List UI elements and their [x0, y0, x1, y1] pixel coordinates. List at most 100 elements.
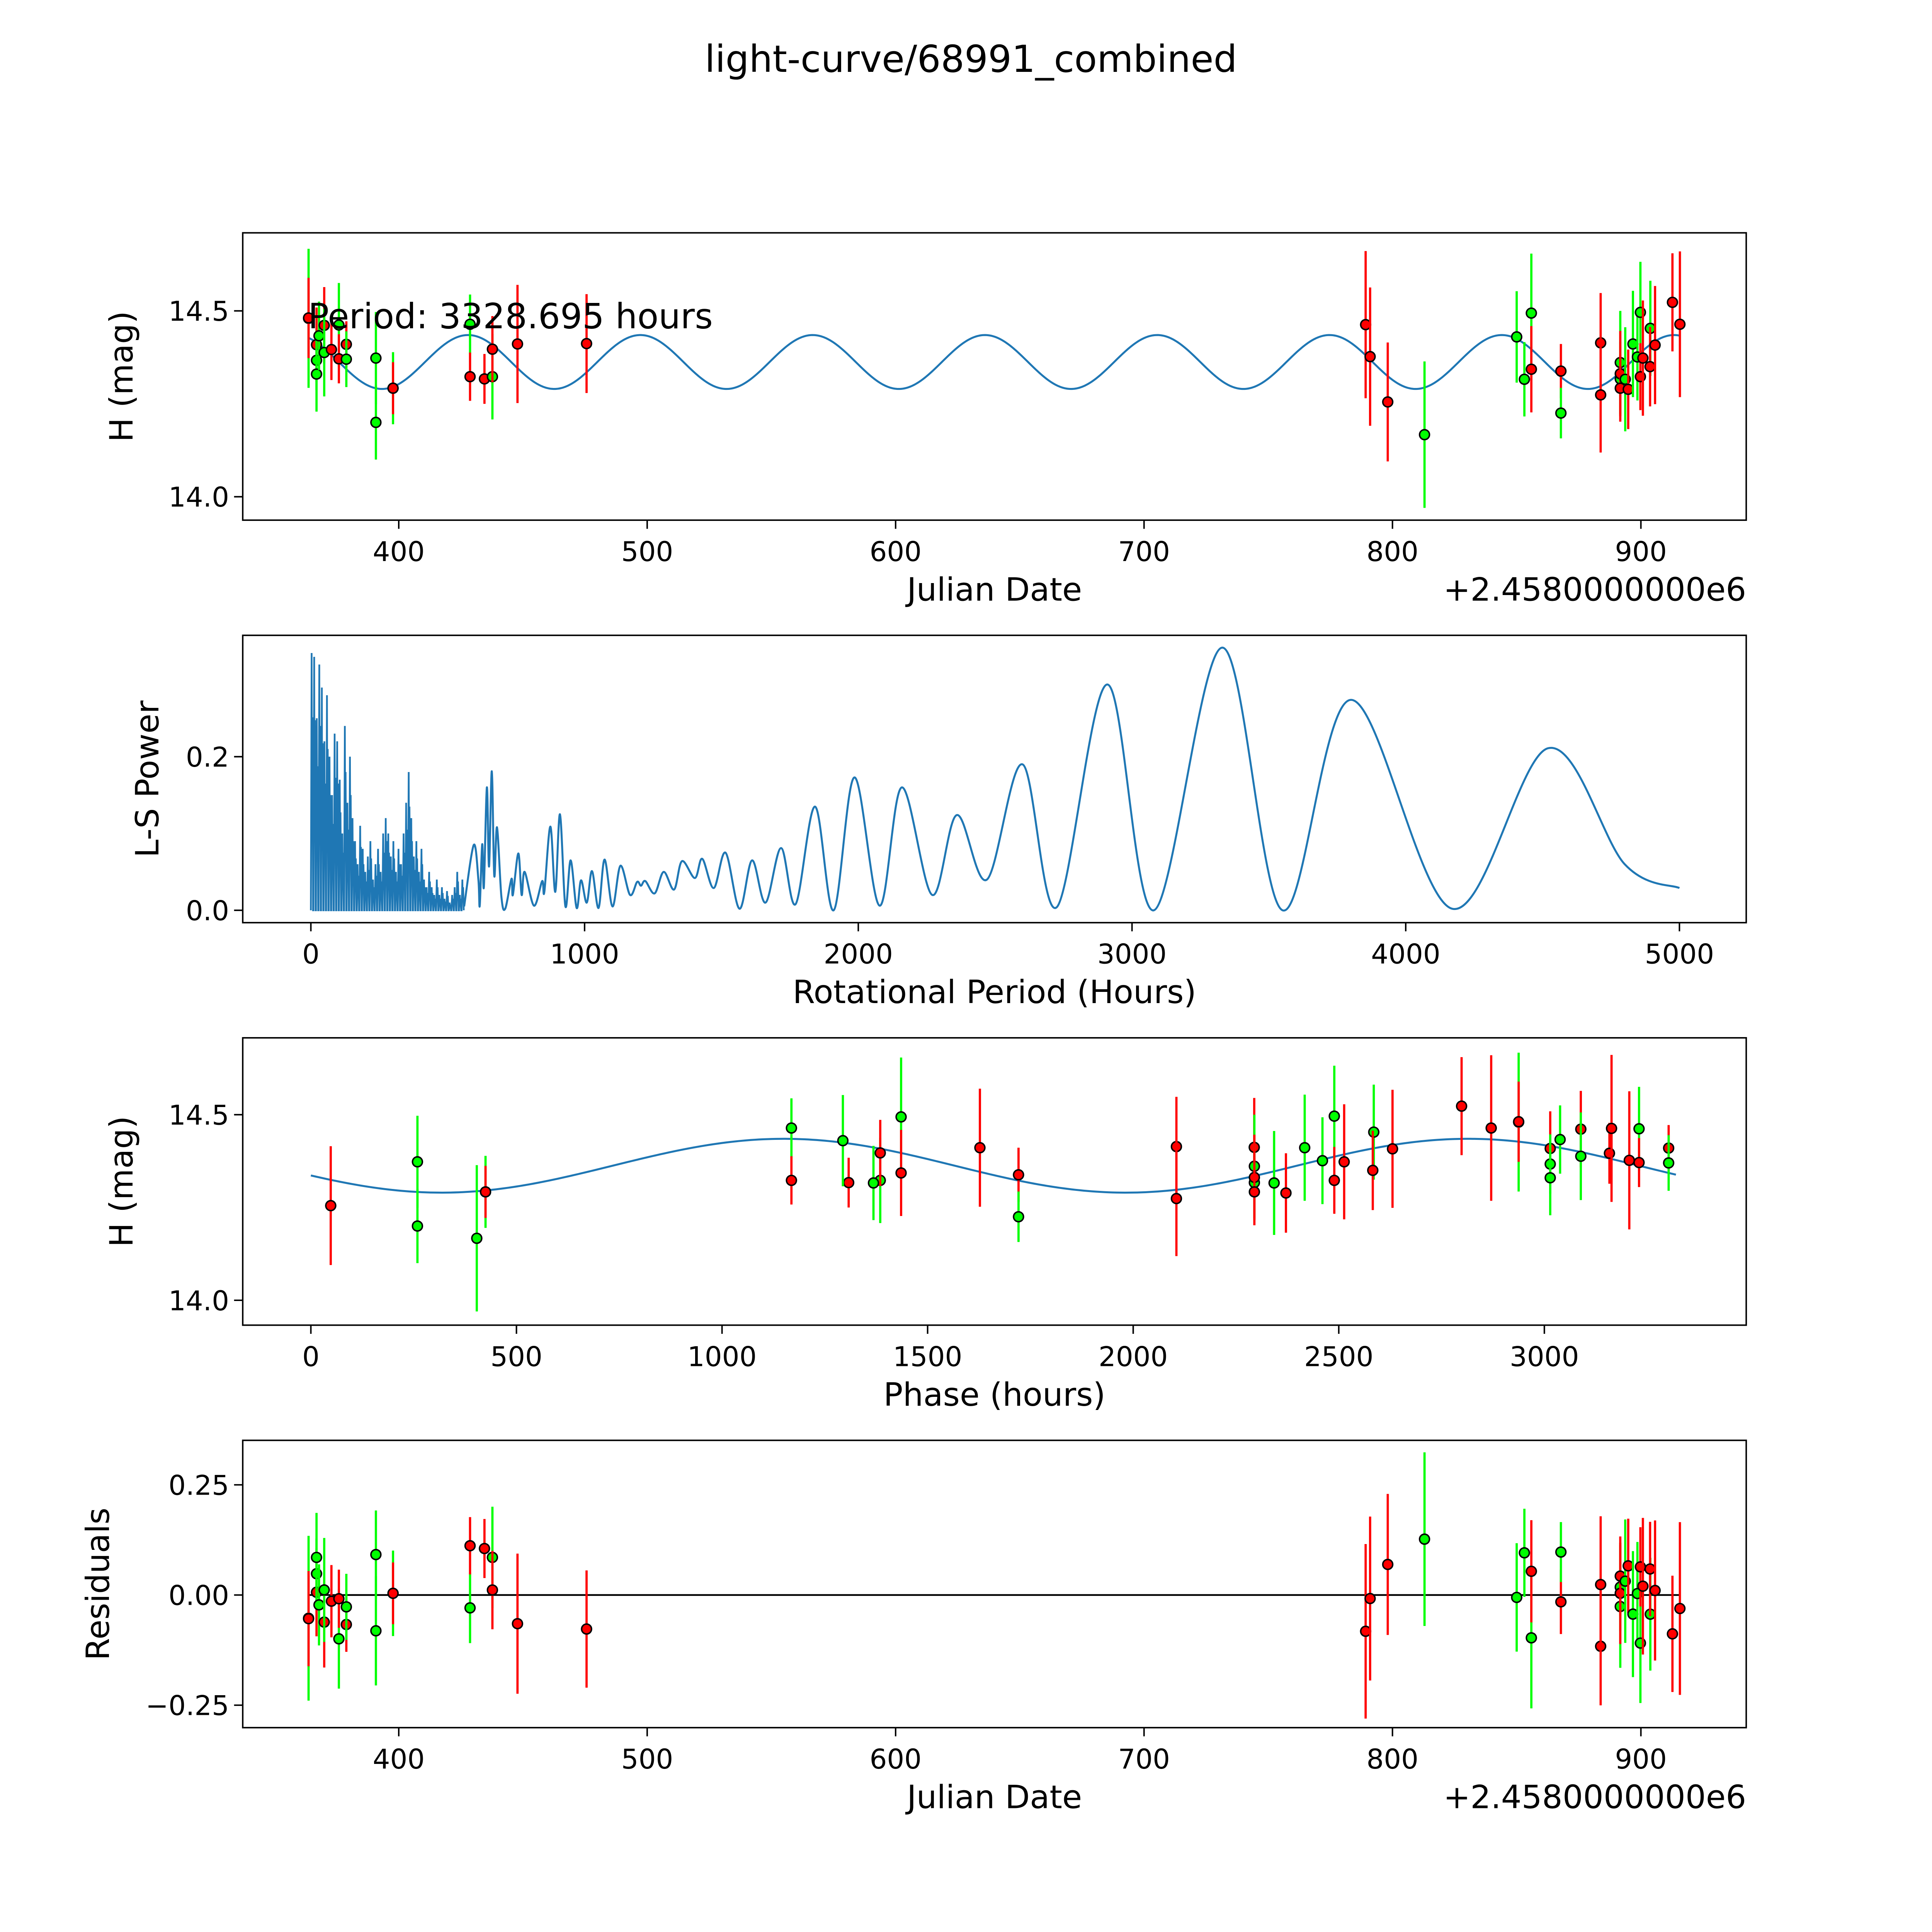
x-tick-label: 1000	[687, 1341, 757, 1372]
data-point-green	[318, 1584, 330, 1596]
residuals-panel: 400 500 600 700 800 900 −0.25 0.00 0.25 Julian Da…	[79, 1439, 1747, 1816]
data-point-red	[974, 1142, 986, 1154]
data-point-red	[479, 1543, 490, 1554]
x-tick-label: 3000	[1510, 1341, 1579, 1372]
data-point-red	[1513, 1116, 1524, 1128]
x-tick-label: 800	[1366, 536, 1418, 568]
model-curve	[308, 334, 1680, 390]
data-point-green	[340, 1601, 352, 1613]
data-point-red	[303, 312, 315, 324]
x-tick-label: 1000	[550, 939, 619, 970]
data-point-green	[1418, 1533, 1430, 1545]
data-point-green	[370, 1625, 382, 1637]
y-tick-label: 14.5	[168, 296, 229, 327]
x-tick-label: 600	[870, 536, 922, 568]
data-point-green	[1555, 1546, 1567, 1558]
x-axis-label: Rotational Period (Hours)	[793, 973, 1196, 1011]
y-tick-label: 14.0	[168, 481, 229, 513]
y-tick-label: 0.00	[168, 1580, 229, 1612]
x-tick-label: 600	[870, 1743, 922, 1775]
data-point-red	[1605, 1122, 1617, 1134]
x-tick-label: 0	[302, 1341, 320, 1372]
data-point-red	[874, 1147, 886, 1159]
data-point-red	[1248, 1186, 1260, 1198]
data-point-red	[786, 1175, 797, 1186]
data-point-red	[1637, 1580, 1649, 1592]
data-point-green	[471, 1232, 483, 1244]
data-point-green	[867, 1177, 879, 1189]
data-point-green	[1013, 1211, 1024, 1223]
y-axis-label: Residuals	[79, 1508, 117, 1660]
data-point-red	[1526, 363, 1537, 375]
y-tick-label: 14.0	[168, 1285, 229, 1317]
data-point-green	[464, 318, 476, 330]
data-point-green	[1526, 1632, 1537, 1644]
light-curve-panel: 400 500 600 700 800 900 14.0 14.5 Julian Date H (…	[103, 232, 1747, 608]
x-tick-label: 0	[302, 939, 320, 970]
data-point-green	[370, 417, 382, 428]
data-point-red	[1622, 1560, 1634, 1572]
axes-frame	[242, 232, 1747, 521]
y-axis-label: H (mag)	[103, 311, 140, 442]
data-point-red	[464, 1540, 476, 1552]
data-point-red	[303, 1613, 315, 1624]
data-point-red	[1013, 1169, 1024, 1181]
data-point-red	[843, 1177, 855, 1189]
axes-frame	[242, 1439, 1747, 1729]
data-point-green	[412, 1220, 423, 1232]
x-axis-label: Phase (hours)	[883, 1376, 1105, 1413]
axis-offset-label: +2.4580000000e6	[1443, 1778, 1746, 1816]
axes-frame	[242, 634, 1747, 923]
data-point-green	[333, 1633, 345, 1645]
data-point-green	[1299, 1142, 1311, 1154]
x-tick-label: 900	[1615, 536, 1667, 568]
y-tick-label: 0.25	[168, 1469, 229, 1501]
data-point-red	[1595, 1579, 1607, 1590]
x-tick-label: 700	[1118, 536, 1170, 568]
data-point-green	[311, 368, 322, 380]
data-point-red	[1338, 1156, 1350, 1168]
model-curve	[310, 1138, 1676, 1194]
y-tick-label: 14.5	[168, 1099, 229, 1131]
x-tick-label: 500	[621, 1743, 673, 1775]
x-tick-label: 400	[373, 1743, 425, 1775]
data-point-green	[311, 1551, 322, 1563]
data-point-red	[1633, 1156, 1645, 1168]
data-point-green	[1328, 1110, 1340, 1122]
data-point-red	[1526, 1565, 1537, 1577]
periodogram-noise-line	[310, 653, 465, 912]
x-tick-label: 400	[373, 536, 425, 568]
data-point-green	[1268, 1177, 1280, 1189]
data-point-red	[387, 382, 399, 394]
data-point-red	[480, 1186, 492, 1198]
data-point-green	[464, 1602, 476, 1614]
data-point-red	[1382, 1558, 1394, 1570]
data-point-green	[1663, 1157, 1675, 1169]
x-axis-label: Julian Date	[905, 1778, 1082, 1816]
phase-panel: 0 500 1000 1500 2000 2500 3000 14.0 14.5 Phase (h…	[103, 1037, 1747, 1413]
panels: 400 500 600 700 800 900 14.0 14.5 Julian Date H (…	[79, 232, 1747, 1816]
data-point-green	[370, 352, 382, 364]
data-point-red	[1637, 352, 1649, 364]
x-tick-label: 1500	[893, 1341, 962, 1372]
data-point-red	[464, 371, 476, 383]
data-point-red	[1280, 1187, 1292, 1199]
x-tick-label: 4000	[1371, 939, 1440, 970]
data-point-red	[1387, 1143, 1398, 1155]
data-point-red	[1367, 1165, 1379, 1176]
data-point-red	[486, 343, 498, 355]
x-tick-label: 500	[621, 536, 673, 568]
x-tick-label: 700	[1118, 1743, 1170, 1775]
y-axis-label: H (mag)	[103, 1116, 140, 1247]
data-point-red	[1555, 365, 1567, 377]
data-point-red	[1485, 1122, 1497, 1134]
x-axis-label: Julian Date	[905, 571, 1082, 608]
data-point-red	[581, 338, 592, 349]
axis-offset-label: +2.4580000000e6	[1443, 571, 1746, 608]
data-point-green	[313, 1599, 325, 1611]
axes-frame	[242, 1037, 1747, 1326]
y-tick-label: −0.25	[146, 1690, 229, 1722]
data-point-red	[1456, 1100, 1468, 1112]
data-point-red	[1649, 339, 1661, 351]
